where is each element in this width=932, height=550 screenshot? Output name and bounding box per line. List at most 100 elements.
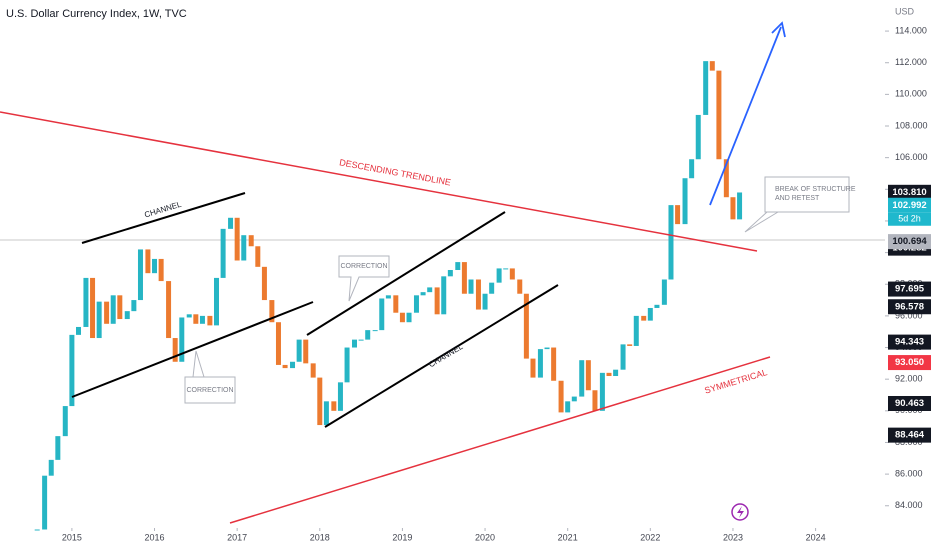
projection-arrow bbox=[709, 26, 782, 206]
candle bbox=[62, 406, 68, 437]
candle bbox=[633, 315, 639, 346]
candle bbox=[117, 295, 123, 320]
candle bbox=[385, 295, 391, 299]
candle bbox=[83, 277, 89, 327]
annotation: CORRECTION bbox=[186, 387, 233, 394]
candle bbox=[179, 317, 185, 362]
candle bbox=[551, 347, 557, 381]
drawings bbox=[0, 21, 850, 524]
candle bbox=[544, 347, 550, 350]
y-tick-label: 108.000 bbox=[895, 120, 928, 130]
x-tick-label: 2016 bbox=[145, 532, 165, 542]
callout bbox=[184, 350, 236, 404]
y-tick-label: 96.000 bbox=[895, 310, 923, 320]
candle bbox=[48, 459, 54, 476]
candle bbox=[42, 475, 48, 530]
candle bbox=[358, 339, 364, 341]
candle bbox=[620, 344, 626, 370]
annotation: CHANNEL bbox=[427, 342, 465, 370]
descending-trendline bbox=[0, 111, 758, 252]
channel-line bbox=[81, 192, 246, 244]
candle bbox=[503, 268, 509, 270]
event-icon bbox=[737, 506, 744, 518]
candle bbox=[579, 360, 585, 397]
candle bbox=[427, 287, 433, 293]
candle bbox=[261, 266, 267, 301]
candle bbox=[372, 330, 378, 332]
price-label-box bbox=[888, 395, 931, 411]
arrow-head bbox=[771, 21, 786, 38]
candle bbox=[145, 249, 151, 274]
candle bbox=[351, 339, 357, 348]
candle bbox=[248, 235, 254, 247]
price-label: 96.578 bbox=[895, 301, 924, 312]
candle bbox=[641, 315, 647, 321]
candle bbox=[585, 360, 591, 391]
countdown-box bbox=[888, 212, 931, 226]
candle bbox=[69, 334, 75, 407]
candle bbox=[76, 326, 82, 335]
channel-line bbox=[71, 301, 314, 398]
candle bbox=[482, 293, 488, 310]
candle bbox=[523, 293, 529, 359]
candle bbox=[455, 262, 461, 270]
callout bbox=[338, 255, 390, 302]
candle bbox=[447, 270, 453, 277]
candle bbox=[571, 396, 577, 402]
candle bbox=[186, 314, 192, 318]
candle bbox=[290, 361, 296, 369]
y-tick-label: 92.000 bbox=[895, 374, 923, 384]
annotation: AND RETEST bbox=[775, 195, 820, 202]
candle bbox=[234, 217, 240, 261]
candle bbox=[241, 235, 247, 261]
candle bbox=[695, 114, 701, 160]
candle bbox=[275, 322, 281, 365]
x-tick-label: 2020 bbox=[475, 532, 495, 542]
candle bbox=[166, 281, 172, 339]
callout bbox=[744, 176, 850, 233]
candle bbox=[55, 436, 61, 460]
x-tick-label: 2023 bbox=[723, 532, 743, 542]
annotation: CHANNEL bbox=[143, 200, 183, 220]
y-tick-label: 114.000 bbox=[895, 25, 927, 35]
price-label: 88.464 bbox=[895, 430, 925, 441]
candle bbox=[303, 339, 309, 364]
candle bbox=[689, 159, 695, 179]
candle bbox=[558, 380, 564, 413]
channel-line bbox=[324, 284, 559, 428]
candle bbox=[592, 390, 598, 411]
candle bbox=[213, 277, 219, 326]
candle bbox=[441, 276, 447, 315]
x-tick-label: 2024 bbox=[806, 532, 826, 542]
candle bbox=[606, 372, 612, 377]
x-tick-label: 2018 bbox=[310, 532, 330, 542]
candle bbox=[104, 301, 110, 324]
candle bbox=[475, 279, 481, 310]
candle bbox=[158, 258, 164, 282]
candle bbox=[228, 217, 234, 229]
candle bbox=[393, 295, 399, 313]
candle bbox=[668, 205, 674, 280]
candle bbox=[96, 301, 102, 339]
candle bbox=[331, 401, 337, 411]
y-tick-label: 86.000 bbox=[895, 468, 923, 478]
price-label-box bbox=[888, 355, 931, 371]
candle bbox=[613, 369, 619, 377]
candle bbox=[737, 192, 743, 220]
candle bbox=[193, 314, 199, 324]
x-tick-label: 2015 bbox=[62, 532, 82, 542]
channel-line bbox=[306, 211, 506, 336]
candle bbox=[34, 529, 40, 531]
chart-title: U.S. Dollar Currency Index, 1W, TVC bbox=[6, 8, 187, 20]
candle bbox=[509, 268, 515, 280]
candle bbox=[131, 300, 137, 312]
annotation: CORRECTION bbox=[340, 263, 387, 270]
candle bbox=[703, 61, 709, 115]
price-label-box bbox=[888, 427, 931, 443]
price-label: 100.694 bbox=[892, 236, 927, 247]
price-label: 94.343 bbox=[895, 337, 924, 348]
candle bbox=[709, 61, 715, 71]
candle bbox=[434, 287, 440, 315]
